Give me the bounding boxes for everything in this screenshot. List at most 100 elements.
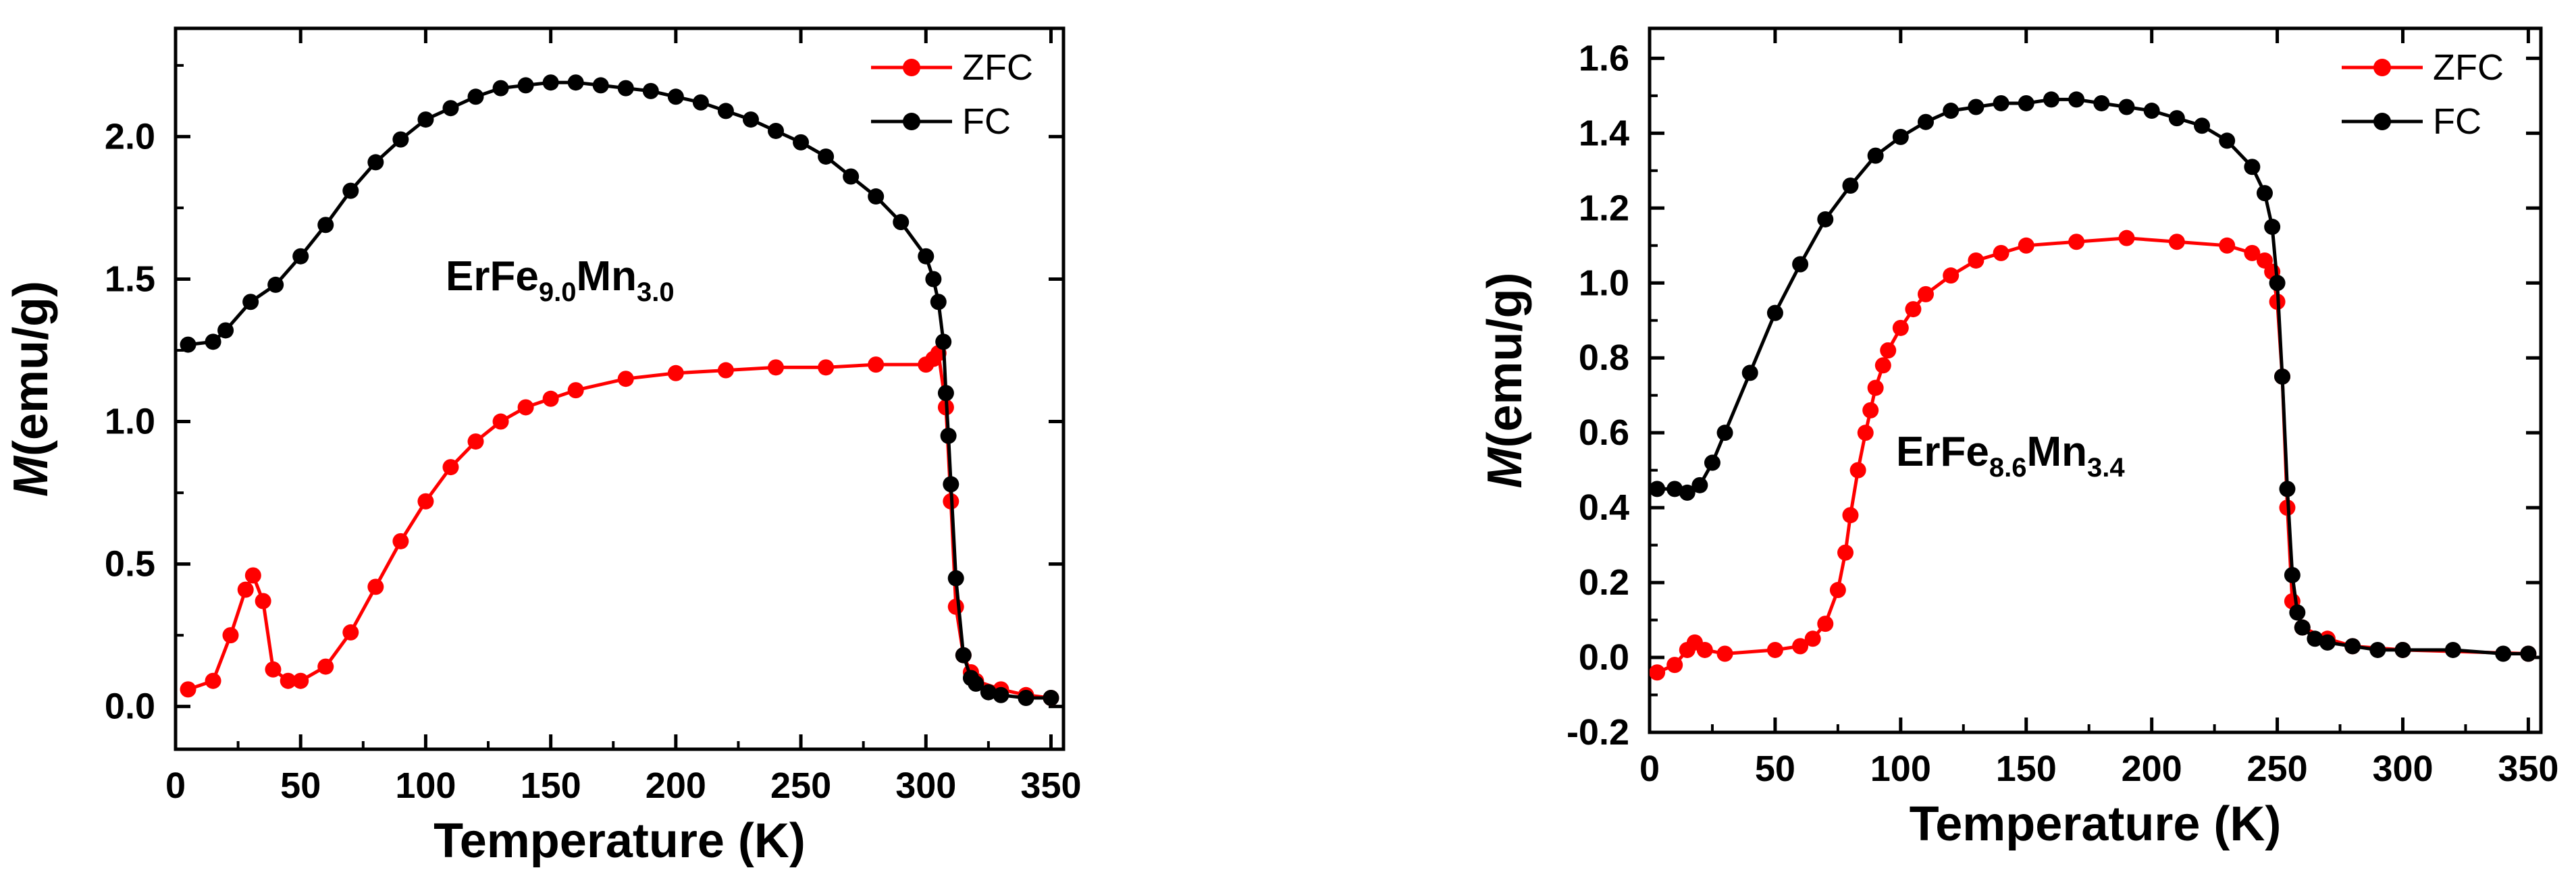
data-point-zfc — [2244, 244, 2261, 261]
data-point-fc — [2284, 566, 2301, 583]
compound-base: ErFe — [446, 253, 539, 300]
data-point-zfc — [1837, 544, 1854, 561]
y-axis-title-units: (emu/g) — [4, 281, 58, 456]
data-point-fc — [2168, 110, 2185, 127]
y-tick-label: 2.0 — [105, 116, 155, 157]
data-point-fc — [868, 188, 885, 205]
data-point-fc — [567, 74, 584, 91]
y-tick-label: 0.8 — [1579, 337, 1629, 378]
data-point-zfc — [205, 672, 221, 689]
data-point-zfc — [1862, 402, 1879, 418]
x-tick-label: 150 — [521, 765, 581, 806]
data-point-zfc — [417, 493, 434, 510]
data-point-fc — [317, 217, 334, 234]
data-point-fc — [937, 385, 954, 402]
data-point-fc — [217, 322, 234, 339]
data-point-fc — [517, 77, 534, 94]
data-point-zfc — [492, 413, 509, 430]
data-point-fc — [947, 570, 964, 587]
compound-sub2: 3.4 — [2087, 453, 2125, 483]
data-point-zfc — [1892, 319, 1909, 336]
y-tick-label: 0.4 — [1579, 487, 1629, 528]
x-tick-label: 350 — [1020, 765, 1081, 806]
data-point-fc — [1766, 304, 1783, 321]
data-point-zfc — [768, 359, 785, 376]
y-axis-title: M(emu/g) — [4, 281, 58, 497]
legend-marker — [903, 113, 920, 130]
x-tick-label: 150 — [1996, 749, 2057, 789]
data-point-zfc — [868, 356, 885, 373]
data-point-fc — [1792, 256, 1809, 273]
x-tick-label: 200 — [646, 765, 706, 806]
x-tick-label: 300 — [895, 765, 956, 806]
data-point-fc — [292, 248, 309, 265]
compound-label: ErFe8.6Mn3.4 — [1896, 429, 2125, 483]
data-point-fc — [342, 182, 359, 199]
plot-frame — [1648, 26, 2543, 734]
data-point-zfc — [1792, 638, 1809, 655]
data-point-fc — [2143, 103, 2160, 119]
legend-label: ZFC — [2433, 47, 2504, 88]
data-point-fc — [367, 154, 384, 171]
y-tick-label: 1.0 — [105, 402, 155, 442]
data-point-zfc — [244, 567, 261, 584]
y-tick-label: 1.5 — [105, 259, 155, 299]
data-point-fc — [2289, 604, 2306, 621]
data-point-zfc — [237, 581, 254, 598]
data-point-zfc — [255, 593, 271, 610]
data-layer — [1650, 91, 2537, 681]
data-point-fc — [1817, 211, 1834, 227]
data-point-zfc — [1905, 301, 1922, 318]
data-point-zfc — [717, 362, 734, 379]
compound-mid: Mn — [2026, 429, 2087, 475]
data-point-fc — [2194, 117, 2211, 134]
data-point-zfc — [517, 399, 534, 416]
data-point-fc — [1892, 128, 1909, 145]
data-point-fc — [542, 74, 559, 91]
x-tick-label: 250 — [770, 765, 831, 806]
data-point-fc — [1918, 113, 1935, 130]
x-tick-label: 50 — [1755, 749, 1795, 789]
data-point-fc — [417, 111, 434, 128]
legend-marker — [2373, 113, 2391, 130]
data-point-zfc — [367, 578, 384, 595]
y-axis-title: M(emu/g) — [1478, 273, 1532, 489]
data-point-fc — [2279, 481, 2296, 497]
data-point-fc — [2520, 645, 2537, 662]
compound-sub1: 9.0 — [539, 277, 577, 307]
data-point-fc — [742, 111, 759, 128]
data-point-zfc — [542, 390, 559, 407]
data-point-zfc — [947, 598, 964, 615]
y-tick-label: 1.0 — [1579, 263, 1629, 303]
data-point-fc — [1691, 477, 1708, 493]
x-tick-label: 100 — [1870, 749, 1931, 789]
data-point-fc — [1867, 147, 1884, 164]
data-point-fc — [2274, 368, 2291, 385]
data-point-zfc — [1804, 630, 1821, 647]
data-point-fc — [2256, 185, 2273, 202]
chart-panel-left: 0 50 100 150 200 250 300 350 0.0 0.5 1.0 1.5 2.0 Temp… — [4, 26, 1082, 868]
data-point-fc — [943, 476, 960, 493]
legend-marker — [2373, 59, 2391, 76]
y-axis-title-symbol: M — [1478, 446, 1532, 488]
data-point-zfc — [1849, 462, 1866, 479]
data-point-zfc — [1817, 616, 1834, 632]
y-tick-label: 0.0 — [105, 686, 155, 727]
chart-right: 0 50 100 150 200 250 300 350 -0.2 0.0 0.2 0.4 0.6 0.8… — [1478, 26, 2558, 851]
data-point-fc — [1716, 425, 1733, 441]
data-point-fc — [2264, 219, 2281, 236]
data-point-zfc — [1766, 641, 1783, 658]
data-point-fc — [1741, 364, 1758, 381]
data-point-fc — [793, 134, 810, 151]
data-point-zfc — [2168, 234, 2185, 250]
data-point-zfc — [392, 533, 409, 549]
data-point-fc — [2294, 619, 2311, 636]
data-point-zfc — [342, 624, 359, 641]
data-point-fc — [893, 214, 910, 231]
y-tick-label: 1.4 — [1579, 113, 1629, 153]
data-point-fc — [692, 94, 709, 111]
data-point-fc — [2394, 641, 2411, 658]
data-point-fc — [205, 333, 221, 350]
legend-label: ZFC — [962, 47, 1033, 88]
data-point-fc — [180, 336, 196, 353]
